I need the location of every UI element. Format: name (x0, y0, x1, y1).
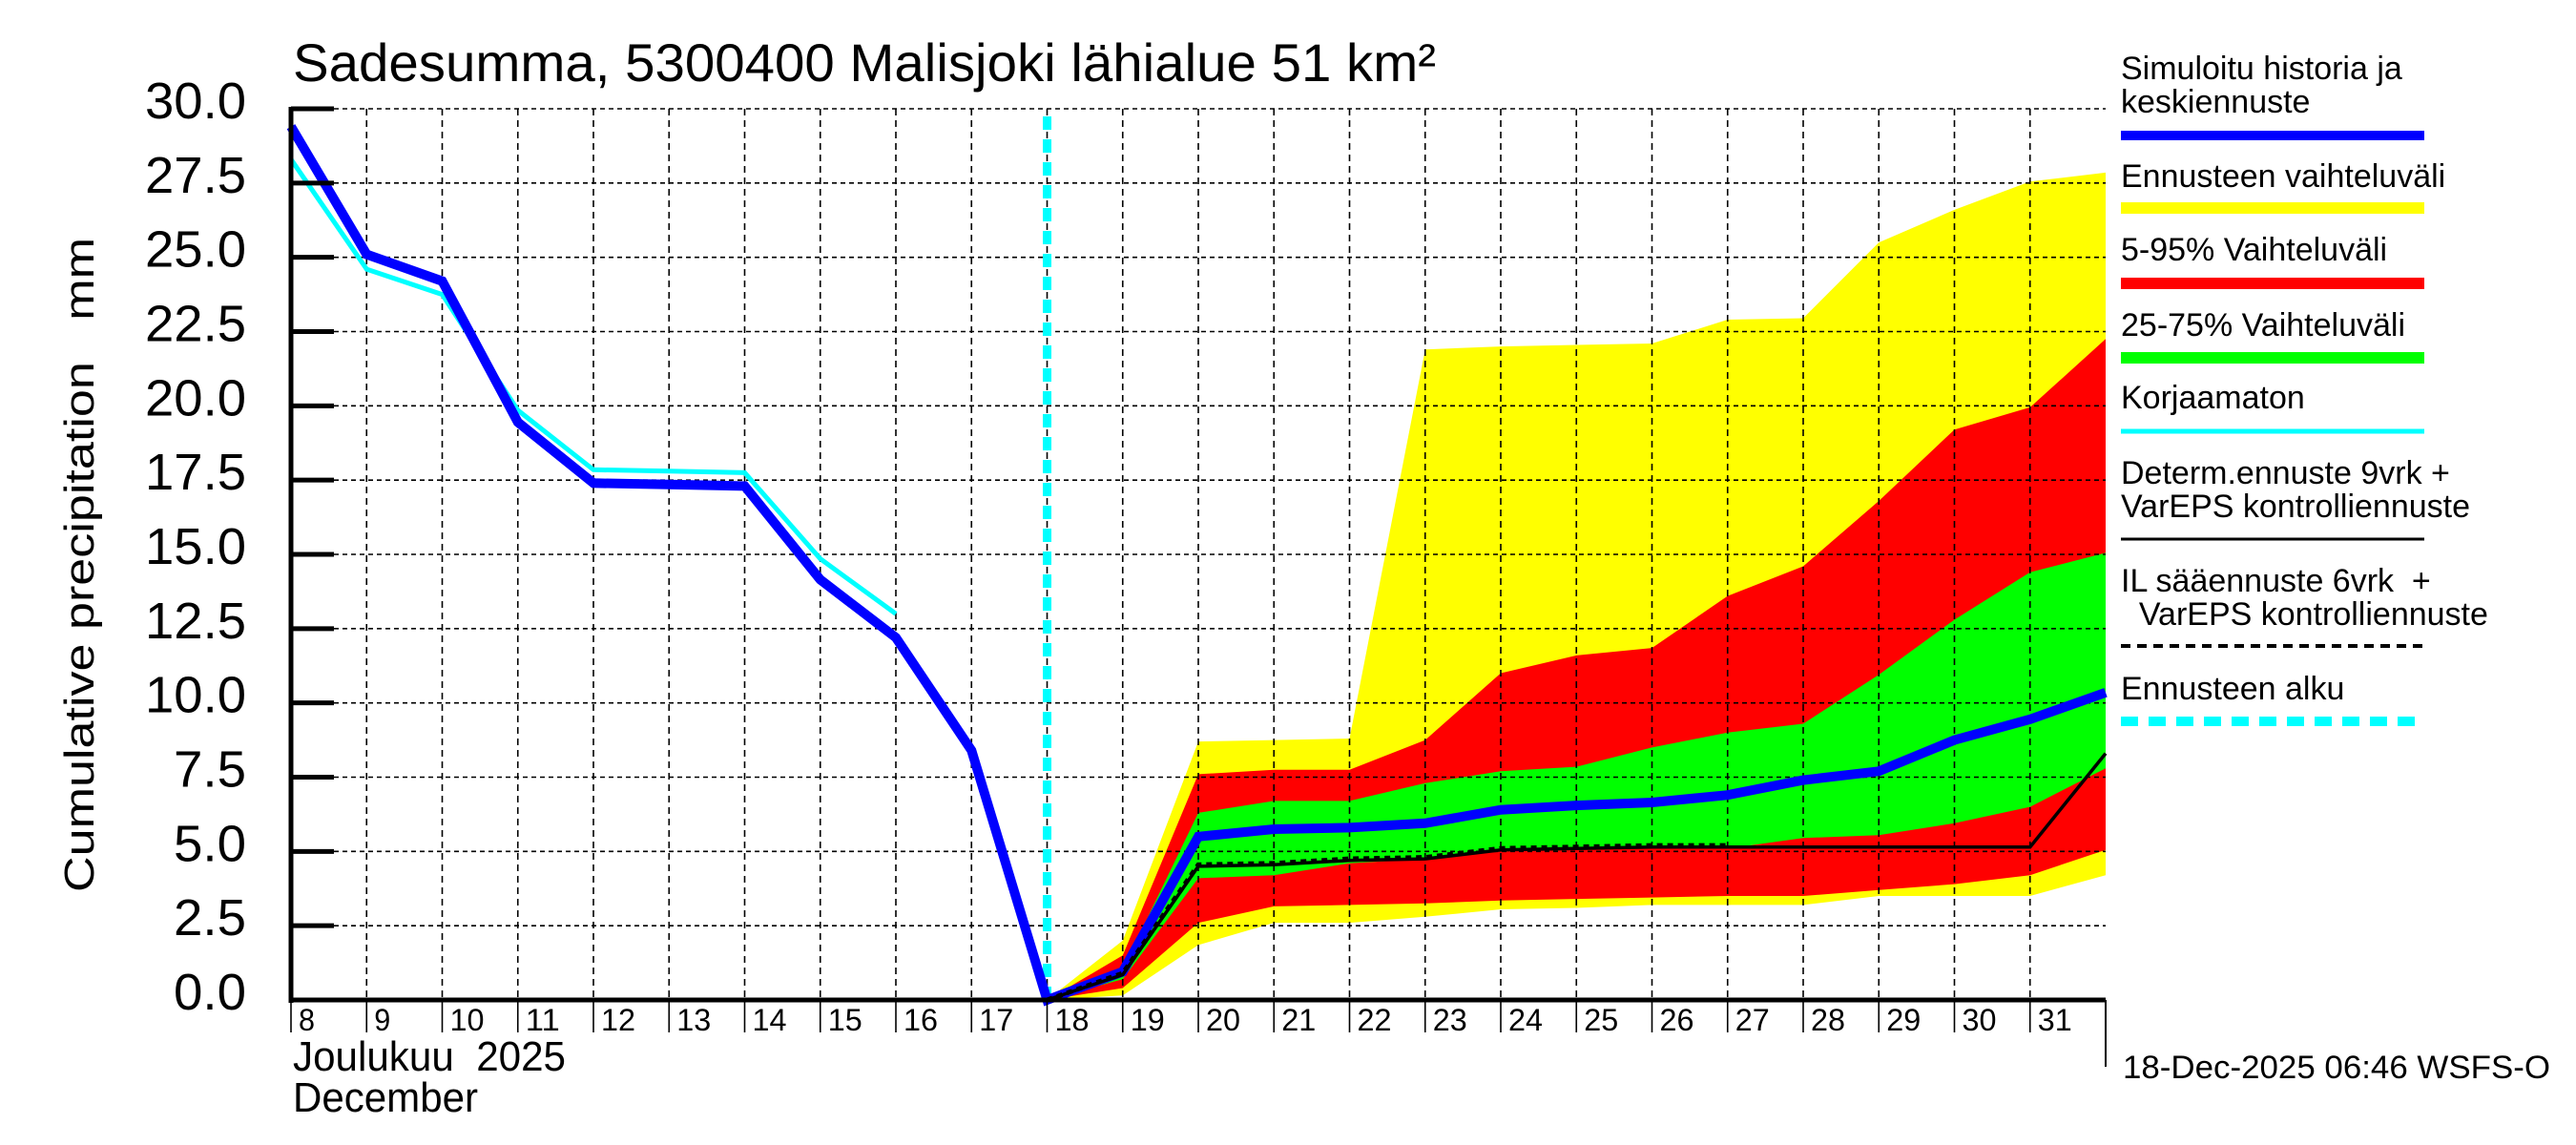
x-tick-label: 23 (1433, 1003, 1467, 1037)
x-tick-label: 24 (1508, 1003, 1543, 1037)
x-tick-label: 11 (526, 1003, 560, 1037)
legend-entry: 5-95% Vaihteluväli (2121, 232, 2424, 289)
y-tick-label: 22.5 (145, 296, 246, 353)
y-tick-label: 15.0 (145, 518, 246, 575)
legend-label: keskiennuste (2121, 84, 2310, 120)
x-tick-label: 17 (979, 1003, 1013, 1037)
x-tick-label: 30 (1963, 1003, 1997, 1037)
x-tick-label: 31 (2038, 1003, 2072, 1037)
axes (288, 106, 2107, 1067)
series-korjaamaton (288, 157, 898, 616)
y-axis-label: Cumulative precipitation mm (56, 238, 103, 892)
legend-entry: Ennusteen vaihteluväli (2121, 158, 2445, 214)
x-tick-label: 14 (753, 1003, 787, 1037)
legend-label: Ennusteen vaihteluväli (2121, 158, 2445, 195)
y-tick-labels: 0.0 2.5 5.0 7.5 10.0 12.5 15.0 17.5 20.0 22.5 25.0… (145, 73, 246, 1021)
x-tick-label: 19 (1131, 1003, 1165, 1037)
y-tick-label: 0.0 (174, 964, 246, 1021)
legend-entry: Determ.ennuste 9vrk +VarEPS kontrollienn… (2121, 455, 2470, 541)
x-axis-month-label: Joulukuu 2025 (293, 1033, 566, 1080)
x-tick-label: 28 (1811, 1003, 1845, 1037)
x-tick-label: 16 (904, 1003, 938, 1037)
y-tick-label: 27.5 (145, 147, 246, 204)
y-tick-label: 5.0 (174, 815, 246, 872)
x-tick-label: 15 (828, 1003, 862, 1037)
legend-label: Simuloitu historia ja (2121, 51, 2402, 87)
y-tick-label: 7.5 (174, 741, 246, 799)
x-tick-labels: 8 9 10 11 12 13 14 15 16 17 18 19 20 21 22 23 24 25 26 27 28… (299, 1003, 2072, 1037)
series-lines (286, 116, 2108, 1007)
legend-entry: IL sääennuste 6vrk + VarEPS kontrollienn… (2121, 563, 2488, 648)
x-tick-label: 13 (676, 1003, 711, 1037)
series-determ-ennuste (1046, 752, 2108, 1002)
x-tick-label: 12 (601, 1003, 635, 1037)
x-tick-label: 26 (1660, 1003, 1694, 1037)
x-tick-label: 9 (374, 1003, 390, 1037)
x-tick-label: 22 (1358, 1003, 1392, 1037)
x-axis-month-label-en: December (293, 1074, 478, 1121)
y-tick-label: 12.5 (145, 593, 246, 650)
legend-label: Determ.ennuste 9vrk + (2121, 455, 2450, 491)
y-tick-label: 30.0 (145, 73, 246, 130)
y-tick-label: 17.5 (145, 444, 246, 501)
y-tick-label: 25.0 (145, 221, 246, 279)
chart-title: Sadesumma, 5300400 Malisjoki lähialue 51… (293, 32, 1436, 93)
y-tick-label: 2.5 (174, 889, 246, 947)
legend-label: IL sääennuste 6vrk + (2121, 563, 2431, 599)
legend-label: VarEPS kontrolliennuste (2121, 489, 2470, 525)
legend-entry: 25-75% Vaihteluväli (2121, 307, 2424, 364)
legend-label: Korjaamaton (2121, 380, 2305, 416)
y-tick-label: 20.0 (145, 369, 246, 427)
timestamp: 18-Dec-2025 06:46 WSFS-O (2123, 1050, 2550, 1086)
legend-label: VarEPS kontrolliennuste (2121, 596, 2488, 633)
x-tick-label: 27 (1735, 1003, 1770, 1037)
x-tick-label: 8 (299, 1003, 315, 1037)
x-tick-label: 20 (1206, 1003, 1240, 1037)
x-tick-label: 10 (450, 1003, 485, 1037)
legend-entry: Ennusteen alku (2121, 671, 2424, 726)
x-tick-label: 25 (1584, 1003, 1618, 1037)
x-tick-label: 18 (1055, 1003, 1090, 1037)
series-simuloitu (286, 124, 2108, 1007)
legend-label: 5-95% Vaihteluväli (2121, 232, 2387, 268)
legend-label: Ennusteen alku (2121, 671, 2344, 707)
x-tick-label: 29 (1886, 1003, 1921, 1037)
legend-label: 25-75% Vaihteluväli (2121, 307, 2405, 344)
y-tick-label: 10.0 (145, 667, 246, 724)
x-tick-label: 21 (1281, 1003, 1316, 1037)
legend-entry: Korjaamaton (2121, 380, 2424, 434)
